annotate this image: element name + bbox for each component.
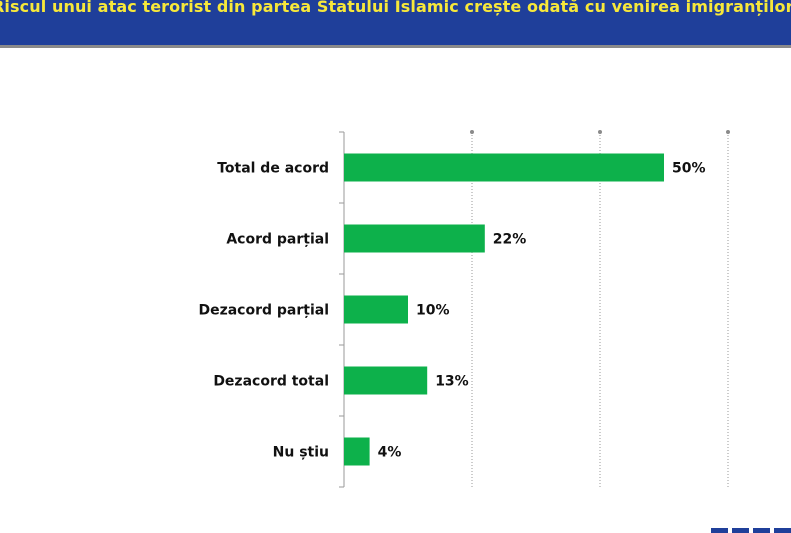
- category-label: Nu știu: [273, 445, 329, 461]
- bars: [344, 153, 664, 466]
- header-divider: [0, 45, 791, 48]
- slide-header: Riscul unui atac terorist din partea Sta…: [0, 0, 791, 45]
- brand-logo: [711, 528, 791, 533]
- value-labels: 50% 22% 10% 13% 4%: [378, 161, 706, 461]
- category-label: Acord parțial: [226, 232, 329, 248]
- value-label: 22%: [493, 232, 527, 248]
- chart-grid: [470, 130, 730, 487]
- category-labels: Total de acord Acord parțial Dezacord parț…: [198, 161, 329, 461]
- value-label: 13%: [435, 374, 469, 390]
- value-label: 10%: [416, 303, 450, 319]
- bar: [344, 153, 664, 182]
- gridline-cap: [726, 130, 730, 134]
- gridline-cap: [470, 130, 474, 134]
- category-label: Dezacord total: [213, 374, 329, 390]
- bar: [344, 224, 485, 253]
- value-label: 50%: [672, 161, 706, 177]
- category-label: Dezacord parțial: [198, 303, 329, 319]
- gridline-cap: [598, 130, 602, 134]
- bar: [344, 295, 408, 324]
- slide-title: Riscul unui atac terorist din partea Sta…: [0, 0, 791, 16]
- bar: [344, 437, 370, 466]
- category-axis: [339, 131, 345, 488]
- category-label: Total de acord: [217, 161, 329, 177]
- value-label: 4%: [378, 445, 402, 461]
- bar: [344, 366, 428, 395]
